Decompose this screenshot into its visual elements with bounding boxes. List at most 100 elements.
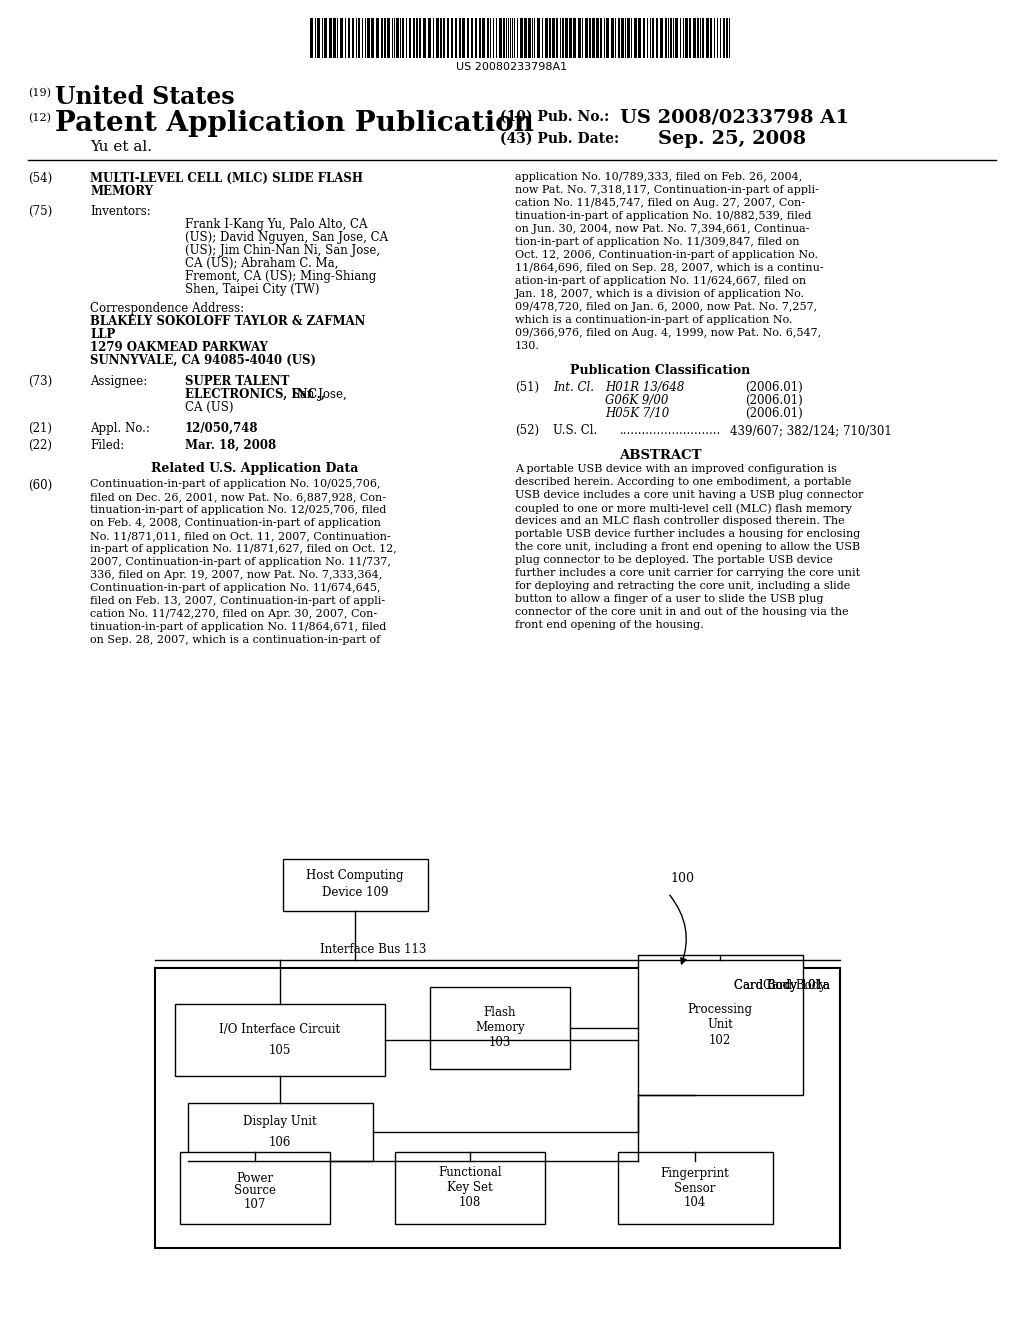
Text: tinuation-in-part of application No. 11/864,671, filed: tinuation-in-part of application No. 11/… bbox=[90, 622, 386, 632]
Text: cation No. 11/845,747, filed on Aug. 27, 2007, Con-: cation No. 11/845,747, filed on Aug. 27,… bbox=[515, 198, 805, 209]
Bar bbox=[402, 18, 404, 58]
Text: filed on Dec. 26, 2001, now Pat. No. 6,887,928, Con-: filed on Dec. 26, 2001, now Pat. No. 6,8… bbox=[90, 492, 386, 502]
Text: SUPER TALENT: SUPER TALENT bbox=[185, 375, 290, 388]
Text: ABSTRACT: ABSTRACT bbox=[618, 449, 701, 462]
Text: Assignee:: Assignee: bbox=[90, 375, 147, 388]
Bar bbox=[706, 18, 709, 58]
Bar bbox=[340, 18, 343, 58]
Text: tion-in-part of application No. 11/309,847, filed on: tion-in-part of application No. 11/309,8… bbox=[515, 238, 800, 247]
Bar bbox=[537, 18, 540, 58]
Text: U.S. Cl.: U.S. Cl. bbox=[553, 424, 597, 437]
Text: SUNNYVALE, CA 94085-4040 (US): SUNNYVALE, CA 94085-4040 (US) bbox=[90, 354, 316, 367]
Bar bbox=[428, 18, 431, 58]
Text: on Feb. 4, 2008, Continuation-in-part of application: on Feb. 4, 2008, Continuation-in-part of… bbox=[90, 517, 381, 528]
Text: BLAKELY SOKOLOFF TAYLOR & ZAFMAN: BLAKELY SOKOLOFF TAYLOR & ZAFMAN bbox=[90, 315, 366, 327]
Text: which is a continuation-in-part of application No.: which is a continuation-in-part of appli… bbox=[515, 315, 793, 325]
Text: Card Body: Card Body bbox=[763, 979, 830, 993]
Bar bbox=[528, 18, 531, 58]
Bar bbox=[479, 18, 481, 58]
Text: Power: Power bbox=[237, 1172, 273, 1184]
Bar bbox=[556, 18, 558, 58]
Bar bbox=[430, 987, 570, 1069]
Text: front end opening of the housing.: front end opening of the housing. bbox=[515, 620, 703, 630]
Text: (10) Pub. No.:: (10) Pub. No.: bbox=[500, 110, 609, 124]
Text: described herein. According to one embodiment, a portable: described herein. According to one embod… bbox=[515, 477, 851, 487]
Bar bbox=[656, 18, 658, 58]
Text: Memory: Memory bbox=[475, 1022, 525, 1035]
Text: button to allow a finger of a user to slide the USB plug: button to allow a finger of a user to sl… bbox=[515, 594, 823, 605]
Text: Card Body 101a: Card Body 101a bbox=[734, 979, 830, 993]
Text: Int. Cl.: Int. Cl. bbox=[553, 381, 594, 393]
Text: 09/478,720, filed on Jan. 6, 2000, now Pat. No. 7,257,: 09/478,720, filed on Jan. 6, 2000, now P… bbox=[515, 302, 817, 312]
Text: Sep. 25, 2008: Sep. 25, 2008 bbox=[658, 129, 806, 148]
Text: Continuation-in-part of application No. 11/674,645,: Continuation-in-part of application No. … bbox=[90, 583, 381, 593]
Text: CA (US); Abraham C. Ma,: CA (US); Abraham C. Ma, bbox=[185, 257, 338, 271]
Text: 336, filed on Apr. 19, 2007, now Pat. No. 7,333,364,: 336, filed on Apr. 19, 2007, now Pat. No… bbox=[90, 570, 382, 579]
Text: Flash: Flash bbox=[483, 1006, 516, 1019]
Text: 103: 103 bbox=[488, 1036, 511, 1049]
Bar bbox=[665, 18, 667, 58]
Text: Host Computing: Host Computing bbox=[306, 869, 403, 882]
Text: further includes a core unit carrier for carrying the core unit: further includes a core unit carrier for… bbox=[515, 568, 860, 578]
Text: 11/864,696, filed on Sep. 28, 2007, which is a continu-: 11/864,696, filed on Sep. 28, 2007, whic… bbox=[515, 263, 823, 273]
Text: (2006.01): (2006.01) bbox=[745, 393, 803, 407]
Text: Oct. 12, 2006, Continuation-in-part of application No.: Oct. 12, 2006, Continuation-in-part of a… bbox=[515, 249, 818, 260]
Bar bbox=[702, 18, 705, 58]
Text: Shen, Taipei City (TW): Shen, Taipei City (TW) bbox=[185, 282, 319, 296]
Text: (52): (52) bbox=[515, 424, 539, 437]
Bar bbox=[384, 18, 386, 58]
Bar bbox=[175, 1005, 385, 1076]
Text: (2006.01): (2006.01) bbox=[745, 407, 803, 420]
Bar bbox=[549, 18, 551, 58]
Bar bbox=[381, 18, 383, 58]
Bar bbox=[520, 18, 523, 58]
Bar bbox=[660, 18, 663, 58]
Text: Filed:: Filed: bbox=[90, 440, 124, 451]
Text: 09/366,976, filed on Aug. 4, 1999, now Pat. No. 6,547,: 09/366,976, filed on Aug. 4, 1999, now P… bbox=[515, 327, 821, 338]
Text: H05K 7/10: H05K 7/10 bbox=[605, 407, 670, 420]
Bar bbox=[409, 18, 411, 58]
Bar bbox=[618, 18, 620, 58]
Text: US 20080233798A1: US 20080233798A1 bbox=[457, 62, 567, 73]
Text: (US); Jim Chin-Nan Ni, San Jose,: (US); Jim Chin-Nan Ni, San Jose, bbox=[185, 244, 380, 257]
Text: Fremont, CA (US); Ming-Shiang: Fremont, CA (US); Ming-Shiang bbox=[185, 271, 376, 282]
Bar bbox=[155, 968, 840, 1247]
Text: tinuation-in-part of application No. 12/025,706, filed: tinuation-in-part of application No. 12/… bbox=[90, 506, 386, 515]
Text: H01R 13/648: H01R 13/648 bbox=[605, 381, 684, 393]
Bar bbox=[621, 18, 624, 58]
Bar bbox=[726, 18, 728, 58]
Bar bbox=[413, 18, 415, 58]
Text: the core unit, including a front end opening to allow the USB: the core unit, including a front end ope… bbox=[515, 543, 860, 552]
Text: Display Unit: Display Unit bbox=[243, 1115, 316, 1129]
Bar bbox=[606, 18, 609, 58]
Text: Functional: Functional bbox=[438, 1167, 502, 1180]
Text: (43) Pub. Date:: (43) Pub. Date: bbox=[500, 132, 620, 147]
Bar bbox=[395, 1152, 545, 1224]
Text: Unit: Unit bbox=[708, 1019, 733, 1031]
Text: application No. 10/789,333, filed on Feb. 26, 2004,: application No. 10/789,333, filed on Feb… bbox=[515, 172, 802, 182]
Bar bbox=[670, 18, 672, 58]
Bar bbox=[503, 18, 505, 58]
Bar bbox=[723, 18, 725, 58]
Bar bbox=[459, 18, 461, 58]
Text: G06K 9/00: G06K 9/00 bbox=[605, 393, 669, 407]
Text: filed on Feb. 13, 2007, Continuation-in-part of appli-: filed on Feb. 13, 2007, Continuation-in-… bbox=[90, 597, 385, 606]
Text: Interface Bus 113: Interface Bus 113 bbox=[319, 942, 426, 956]
Bar bbox=[710, 18, 712, 58]
Text: (54): (54) bbox=[28, 172, 52, 185]
Text: on Sep. 28, 2007, which is a continuation-in-part of: on Sep. 28, 2007, which is a continuatio… bbox=[90, 635, 380, 645]
Bar bbox=[396, 18, 399, 58]
Text: Key Set: Key Set bbox=[447, 1181, 493, 1195]
Bar bbox=[675, 18, 678, 58]
Text: 106: 106 bbox=[269, 1135, 291, 1148]
Bar bbox=[367, 18, 370, 58]
Text: Inventors:: Inventors: bbox=[90, 205, 151, 218]
Text: portable USB device further includes a housing for enclosing: portable USB device further includes a h… bbox=[515, 529, 860, 539]
Bar bbox=[697, 18, 699, 58]
Text: 100: 100 bbox=[670, 871, 694, 884]
Bar bbox=[578, 18, 581, 58]
Bar bbox=[187, 1104, 373, 1162]
Text: (60): (60) bbox=[28, 479, 52, 492]
Bar bbox=[455, 18, 457, 58]
Bar bbox=[423, 18, 426, 58]
